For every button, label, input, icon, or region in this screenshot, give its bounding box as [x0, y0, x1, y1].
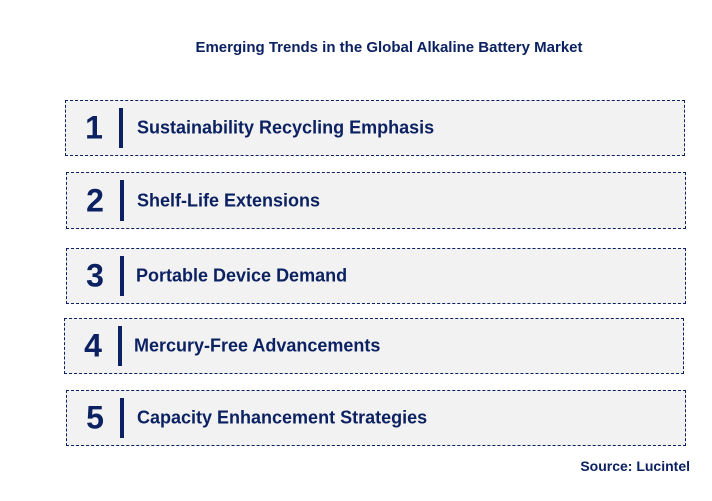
trend-number: 2 [86, 182, 104, 218]
trend-item-4: 4 Mercury-Free Advancements [64, 318, 684, 374]
trend-number: 3 [86, 257, 104, 294]
trend-number: 1 [85, 109, 103, 146]
trend-item-1: 1 Sustainability Recycling Emphasis [65, 100, 685, 156]
source-label: Source: Lucintel [580, 458, 690, 474]
trend-label: Shelf-Life Extensions [137, 190, 321, 210]
trend-number: 5 [86, 399, 104, 436]
trend-item-5: 5 Capacity Enhancement Strategies [66, 390, 686, 446]
trend-label: Sustainability Recycling Emphasis [137, 117, 435, 138]
divider-bar [120, 256, 124, 296]
trend-item-2: 2 Shelf-Life Extensions [66, 172, 686, 229]
trend-label: Portable Device Demand [136, 265, 348, 286]
diagram-title: Emerging Trends in the Global Alkaline B… [195, 39, 583, 56]
trend-item-3: 3 Portable Device Demand [66, 248, 686, 304]
trend-label: Mercury-Free Advancements [134, 335, 381, 356]
divider-bar [119, 108, 123, 148]
divider-bar [120, 398, 124, 438]
divider-bar [118, 326, 122, 366]
trend-label: Capacity Enhancement Strategies [137, 407, 428, 428]
trend-number: 4 [84, 327, 102, 364]
divider-bar [120, 180, 124, 221]
